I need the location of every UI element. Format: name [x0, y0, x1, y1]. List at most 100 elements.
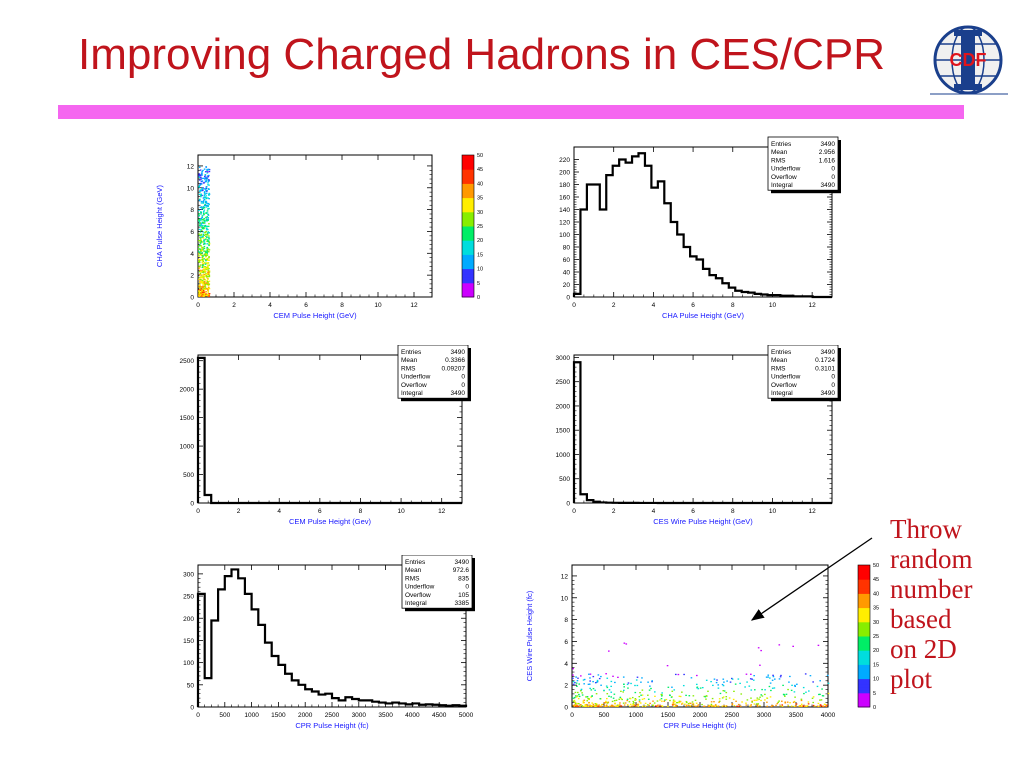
- heatmap-cell: [802, 686, 805, 689]
- heatmap-cell: [686, 704, 688, 706]
- heatmap-cell: [578, 695, 581, 698]
- heatmap-cell: [202, 257, 204, 259]
- heatmap-cell: [722, 678, 725, 680]
- colorbar-tick-label: 35: [477, 196, 483, 202]
- heatmap-cell: [626, 704, 629, 706]
- heatmap-cell: [202, 266, 205, 269]
- heatmap-cell: [748, 685, 751, 687]
- heatmap-cell: [199, 189, 202, 191]
- x-tick-label: 2500: [725, 712, 740, 719]
- heatmap-cell: [785, 693, 788, 695]
- heatmap-cell: [681, 691, 683, 693]
- heatmap-cell: [746, 681, 748, 683]
- heatmap-cell: [205, 277, 208, 279]
- heatmap-cell: [806, 705, 809, 707]
- heatmap-cell: [683, 673, 685, 676]
- heatmap-cell: [822, 705, 825, 707]
- y-axis-label: CES Wire Pulse Height (fc): [525, 590, 534, 681]
- heatmap-cell: [204, 178, 206, 180]
- heatmap-cell: [594, 689, 596, 691]
- heatmap-cell: [813, 705, 816, 707]
- colorbar-segment: [462, 177, 474, 182]
- heatmap-cell: [206, 212, 209, 214]
- x-tick-label: 12: [438, 508, 446, 515]
- heatmap-cell: [616, 705, 619, 707]
- heatmap-cell: [608, 650, 610, 652]
- heatmap-cell: [764, 689, 766, 691]
- heatmap-cell: [202, 270, 205, 273]
- stats-label: Overflow: [401, 382, 427, 389]
- stats-label: RMS: [401, 365, 416, 372]
- heatmap-cell: [206, 179, 208, 181]
- heatmap-cell: [614, 705, 617, 707]
- y-tick-label: 200: [559, 170, 570, 177]
- heatmap-cell: [750, 673, 752, 675]
- colorbar-segment: [462, 260, 474, 264]
- heatmap-cell: [207, 281, 209, 283]
- heatmap-cell: [205, 258, 207, 261]
- heatmap-cell: [580, 688, 583, 691]
- heatmap-cell: [586, 696, 589, 698]
- heatmap-cell: [204, 174, 207, 176]
- colorbar-tick-label: 0: [477, 295, 480, 301]
- heatmap-cell: [203, 278, 205, 280]
- heatmap-cell: [772, 674, 774, 676]
- heatmap-cell: [819, 705, 821, 707]
- heatmap-cell: [205, 225, 208, 228]
- heatmap-cell: [203, 282, 206, 285]
- heatmap-cell: [701, 703, 703, 706]
- heatmap-cell: [205, 212, 207, 214]
- heatmap-cell: [202, 283, 204, 285]
- x-tick-label: 8: [731, 508, 735, 515]
- heatmap-cell: [769, 696, 772, 698]
- heatmap-cell: [692, 705, 695, 707]
- heatmap-cell: [685, 701, 688, 704]
- heatmap-cell: [588, 701, 590, 704]
- colorbar-segment: [462, 285, 474, 289]
- heatmap-cell: [206, 172, 209, 174]
- heatmap-cell: [580, 703, 582, 706]
- heatmap-cell: [608, 689, 611, 691]
- heatmap-cell: [638, 699, 641, 701]
- heatmap-cell: [672, 702, 675, 704]
- colorbar-segment: [858, 616, 870, 620]
- heatmap-cell: [202, 226, 205, 229]
- colorbar-segment: [858, 573, 870, 577]
- x-tick-label: 1500: [271, 712, 286, 719]
- colorbar-tick-label: 50: [477, 153, 483, 159]
- heatmap-cell: [208, 275, 211, 277]
- heatmap-cell: [751, 678, 753, 680]
- heatmap-cell: [200, 274, 202, 276]
- heatmap-cell: [681, 702, 684, 704]
- heatmap-cell: [204, 204, 206, 207]
- heatmap-cell: [203, 253, 206, 256]
- heatmap-cell: [795, 703, 798, 705]
- heatmap-cell: [793, 691, 796, 693]
- heatmap-cell: [595, 693, 598, 695]
- heatmap-cell: [205, 195, 208, 197]
- heatmap-cell: [203, 221, 206, 223]
- y-tick-label: 50: [187, 682, 195, 689]
- heatmap-cell: [207, 268, 209, 270]
- heatmap-cell: [205, 190, 208, 192]
- heatmap-cell: [202, 207, 204, 209]
- heatmap-cell: [781, 705, 784, 707]
- heatmap-cell: [809, 675, 812, 677]
- heatmap-cell: [208, 287, 211, 290]
- heatmap-cell: [753, 699, 756, 702]
- title-underline-bar: [58, 105, 964, 119]
- heatmap-cell: [819, 704, 822, 706]
- heatmap-cell: [724, 705, 727, 707]
- heatmap-cell: [200, 176, 202, 179]
- heatmap-cell: [587, 698, 589, 700]
- heatmap-cell: [794, 685, 796, 688]
- heatmap-cell: [588, 673, 590, 675]
- heatmap-cell: [799, 705, 802, 707]
- heatmap-cell: [728, 697, 731, 699]
- heatmap-cell: [201, 248, 203, 250]
- stats-value: 1.616: [819, 157, 836, 164]
- heatmap-cell: [204, 175, 206, 178]
- heatmap-cell: [680, 703, 683, 705]
- x-tick-label: 4: [277, 508, 281, 515]
- colorbar-segment: [462, 172, 474, 176]
